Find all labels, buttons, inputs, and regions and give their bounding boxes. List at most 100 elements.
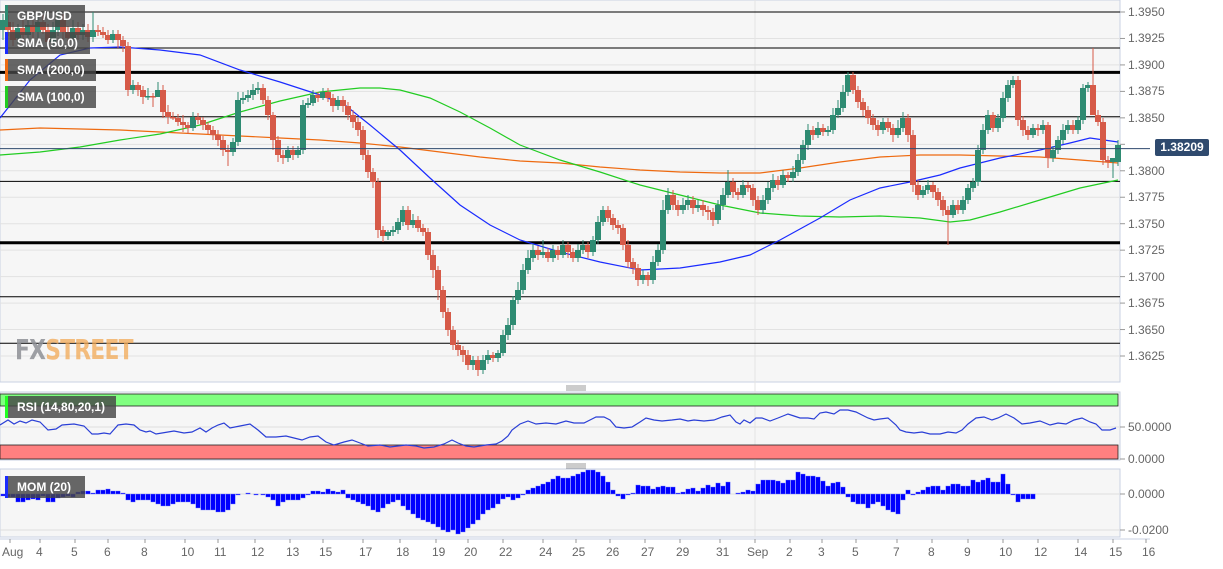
candle bbox=[855, 90, 861, 102]
candle bbox=[750, 188, 756, 200]
price-tick-label: 1.3725 bbox=[1128, 243, 1165, 258]
candle bbox=[1005, 85, 1011, 98]
candle bbox=[945, 210, 951, 215]
candle bbox=[935, 192, 941, 200]
candle bbox=[395, 222, 401, 230]
candle bbox=[895, 128, 901, 135]
candle bbox=[545, 252, 551, 258]
candle bbox=[95, 30, 101, 32]
date-tick-label: 5 bbox=[852, 545, 859, 559]
candle bbox=[730, 182, 736, 192]
price-tick-label: 1.3875 bbox=[1128, 84, 1165, 99]
candle bbox=[665, 195, 671, 210]
candle bbox=[930, 185, 936, 192]
legend-mom[interactable]: MOM (20) bbox=[5, 476, 85, 498]
candle bbox=[485, 355, 491, 360]
date-tick-label: 24 bbox=[539, 545, 553, 559]
price-tick-label: 1.3800 bbox=[1128, 163, 1165, 178]
candle bbox=[595, 222, 601, 240]
candle bbox=[590, 240, 596, 252]
candle bbox=[675, 205, 681, 210]
candle bbox=[680, 205, 686, 210]
candle bbox=[160, 90, 166, 112]
candle bbox=[715, 205, 721, 220]
price-tick-label: 1.3700 bbox=[1128, 269, 1165, 284]
candle bbox=[560, 245, 566, 255]
candle bbox=[1035, 128, 1041, 130]
candle bbox=[820, 128, 826, 132]
candle bbox=[130, 85, 136, 90]
candle bbox=[475, 360, 481, 370]
candle bbox=[325, 92, 331, 98]
candle bbox=[20, 28, 26, 35]
candle bbox=[265, 100, 271, 115]
candle bbox=[175, 118, 181, 122]
candle bbox=[510, 300, 516, 325]
candle bbox=[980, 130, 986, 150]
legend-sma200[interactable]: SMA (200,0) bbox=[5, 59, 96, 81]
candle bbox=[465, 355, 471, 365]
legend-rsi[interactable]: RSI (14,80,20,1) bbox=[5, 396, 116, 418]
candle bbox=[765, 188, 771, 200]
legend-label: SMA (50,0) bbox=[17, 36, 78, 50]
candle bbox=[1075, 120, 1081, 130]
candle bbox=[75, 28, 81, 35]
date-tick-label: 27 bbox=[641, 545, 655, 559]
candle bbox=[670, 195, 676, 205]
candle bbox=[530, 250, 536, 258]
candle bbox=[205, 125, 211, 130]
candle bbox=[685, 200, 691, 205]
candle bbox=[240, 98, 246, 100]
candle bbox=[910, 135, 916, 185]
candle bbox=[660, 210, 666, 250]
candle bbox=[225, 150, 231, 152]
legend-gbpusd[interactable]: GBP/USD bbox=[5, 5, 85, 27]
price-tick-label: 1.3675 bbox=[1128, 296, 1165, 311]
candle bbox=[140, 90, 146, 97]
candle bbox=[425, 232, 431, 255]
candle bbox=[1015, 80, 1021, 120]
legend-swatch-icon bbox=[5, 59, 8, 81]
price-tick-label: 1.3775 bbox=[1128, 190, 1165, 205]
candle bbox=[690, 200, 696, 208]
candle bbox=[360, 130, 366, 155]
candle bbox=[330, 98, 336, 106]
price-tick-label: 1.3650 bbox=[1128, 322, 1165, 337]
candle bbox=[30, 25, 36, 32]
candle bbox=[180, 122, 186, 125]
candle bbox=[900, 118, 906, 128]
date-tick-label: 6 bbox=[104, 545, 111, 559]
legend-swatch-icon bbox=[5, 86, 8, 108]
candle bbox=[255, 88, 261, 90]
date-tick-label: 10 bbox=[999, 545, 1013, 559]
candle bbox=[150, 96, 156, 98]
candle bbox=[625, 245, 631, 262]
candle bbox=[870, 118, 876, 125]
candle bbox=[555, 250, 561, 255]
candle bbox=[345, 106, 351, 115]
candle bbox=[955, 205, 961, 210]
candle bbox=[875, 125, 881, 130]
date-tick-label: 16 bbox=[1142, 545, 1156, 559]
candle bbox=[1030, 128, 1036, 135]
candle bbox=[1115, 145, 1121, 162]
candle bbox=[400, 210, 406, 222]
candle bbox=[755, 200, 761, 210]
candle bbox=[1100, 122, 1106, 160]
date-tick-label: Sep bbox=[747, 545, 769, 559]
candle bbox=[1055, 140, 1061, 150]
fxstreet-watermark: FXSTREET bbox=[15, 333, 133, 366]
candle bbox=[1060, 130, 1066, 140]
candle bbox=[990, 115, 996, 128]
candle bbox=[450, 330, 456, 345]
legend-sma100[interactable]: SMA (100,0) bbox=[5, 86, 96, 108]
candle bbox=[235, 100, 241, 142]
candle bbox=[890, 128, 896, 135]
candle bbox=[290, 150, 296, 155]
legend-sma50[interactable]: SMA (50,0) bbox=[5, 32, 90, 54]
candle bbox=[960, 200, 966, 210]
candle bbox=[515, 290, 521, 300]
candle bbox=[190, 117, 196, 128]
